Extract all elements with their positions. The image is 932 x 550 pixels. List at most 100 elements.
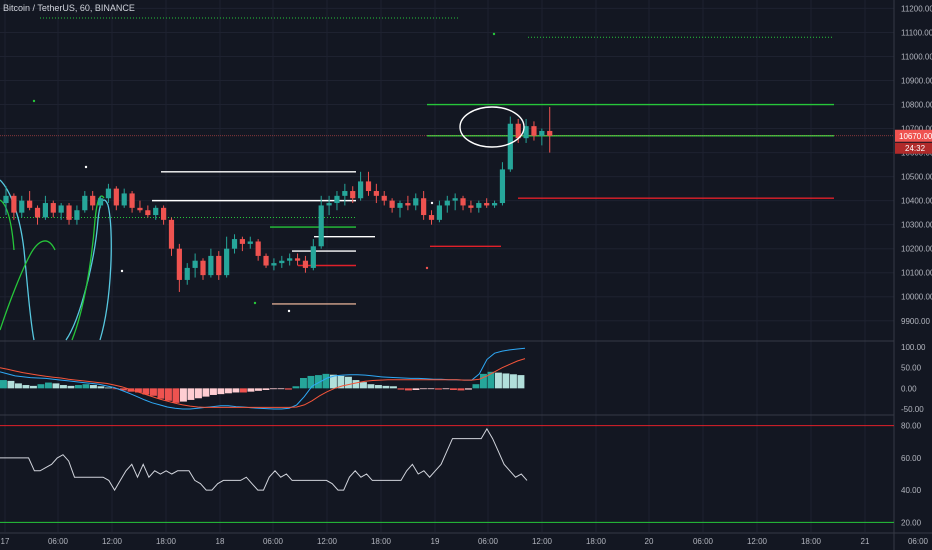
candle-body — [11, 195, 17, 213]
time-axis-tick-label: 06:00 — [478, 537, 499, 546]
macd-histogram-bar — [67, 385, 75, 389]
current-price-tag — [895, 129, 932, 142]
macd-histogram-bar — [300, 378, 307, 389]
price-axis-tick-label: 10700.00 — [901, 125, 932, 134]
macd-histogram-bar — [142, 388, 150, 395]
macd-histogram-bar — [82, 384, 90, 389]
macd-histogram-bar — [180, 388, 187, 402]
oscillator-axis-tick-label: 80.00 — [901, 422, 922, 431]
candle-body — [216, 255, 222, 276]
time-axis-tick-label: 18:00 — [801, 537, 822, 546]
macd-histogram-bar — [75, 385, 82, 389]
candle-body — [208, 255, 214, 276]
macd-histogram-bar — [517, 375, 525, 389]
candle-body — [184, 267, 190, 280]
candle-body — [413, 198, 419, 206]
candle-body — [161, 207, 167, 220]
marker-dot — [492, 32, 496, 36]
macd-histogram-bar — [45, 382, 52, 389]
marker-dot — [120, 269, 124, 273]
candle-body — [50, 203, 56, 213]
macd-axis-tick-label: 100.00 — [901, 343, 926, 352]
time-axis-tick-label: 19 — [431, 537, 440, 546]
macd-histogram-bar — [472, 384, 480, 389]
macd-histogram-bar — [135, 388, 142, 393]
macd-histogram-bar — [247, 388, 255, 392]
macd-histogram-bar — [495, 372, 502, 389]
candle-body — [484, 203, 490, 206]
macd-histogram-bar — [210, 388, 217, 395]
macd-histogram-bar — [315, 375, 322, 389]
macd-histogram-bar — [202, 388, 210, 397]
candle-body — [153, 207, 159, 216]
candle-body — [491, 203, 498, 206]
candle-body — [66, 205, 72, 220]
macd-histogram-bar — [367, 384, 375, 389]
time-axis-tick-label: 21 — [861, 537, 870, 546]
current-price-label: 10670.00 — [899, 132, 932, 141]
macd-axis-tick-label: 0.00 — [901, 384, 917, 393]
candle-body — [381, 195, 387, 201]
signal-line — [0, 358, 526, 408]
candle-body — [247, 241, 253, 244]
price-axis-tick-label: 11000.00 — [901, 52, 932, 61]
macd-histogram-bar — [322, 373, 330, 389]
macd-histogram-bar — [487, 371, 495, 389]
time-axis[interactable]: 17 06:00 12:00 18:00 18 06:00 12:00 18:00 19 06:0… — [1, 537, 929, 546]
macd-histogram-bar — [457, 388, 465, 391]
macd-histogram-bar — [22, 385, 30, 389]
price-tags: 10670.00 24:32 — [895, 129, 932, 154]
macd-panel — [0, 347, 526, 410]
marker-dot — [287, 309, 291, 313]
time-axis-tick-label: 12:00 — [102, 537, 123, 546]
oscillator-axis-tick-label: 60.00 — [901, 454, 922, 463]
macd-histogram-bar — [412, 388, 420, 390]
candlesticks — [3, 106, 553, 292]
macd-histogram-bar — [112, 388, 120, 390]
time-axis-tick-label: 17 — [1, 537, 10, 546]
candle-body — [326, 203, 332, 206]
macd-histogram-bar — [510, 374, 517, 389]
macd-line — [0, 347, 526, 410]
marker-dot — [253, 301, 257, 305]
macd-histogram-bar — [165, 388, 172, 401]
candle-body — [358, 181, 364, 199]
macd-histogram-bar — [240, 388, 247, 393]
macd-histogram-bar — [307, 375, 315, 389]
candle-body — [255, 241, 261, 256]
candle-body — [507, 123, 513, 170]
macd-histogram-bar — [397, 388, 405, 390]
time-axis-tick-label: 18:00 — [371, 537, 392, 546]
candle-body — [318, 205, 324, 247]
candle-body — [224, 248, 230, 276]
candle-body — [271, 263, 277, 266]
countdown-label: 24:32 — [905, 144, 926, 153]
macd-histogram-bar — [352, 380, 360, 389]
price-axis-tick-label: 10400.00 — [901, 197, 932, 206]
time-axis-tick-label: 18 — [216, 537, 225, 546]
price-axis-tick-label: 10300.00 — [901, 221, 932, 230]
candle-body — [279, 260, 285, 264]
candle-body — [113, 188, 119, 206]
time-axis-tick-label: 06:00 — [908, 537, 929, 546]
candle-body — [310, 246, 316, 268]
time-axis-tick-label: 12:00 — [747, 537, 768, 546]
candle-body — [74, 210, 80, 220]
annotations — [32, 32, 525, 313]
time-axis-tick-label: 20 — [645, 537, 654, 546]
candle-body — [421, 198, 427, 216]
price-axis[interactable]: 9900.00 10000.00 10100.00 10200.00 10300.00 1… — [901, 4, 932, 527]
macd-histogram-bar — [465, 388, 472, 390]
macd-histogram-bar — [52, 383, 60, 389]
macd-histogram-bar — [60, 385, 67, 389]
marker-dot — [425, 266, 429, 270]
candle-body — [294, 258, 301, 261]
countdown-tag — [895, 142, 932, 154]
macd-histogram-bar — [442, 388, 450, 390]
macd-histogram-bar — [90, 385, 97, 389]
candle-body — [365, 181, 372, 192]
macd-histogram-bar — [150, 388, 157, 396]
macd-histogram-bar — [225, 388, 232, 394]
